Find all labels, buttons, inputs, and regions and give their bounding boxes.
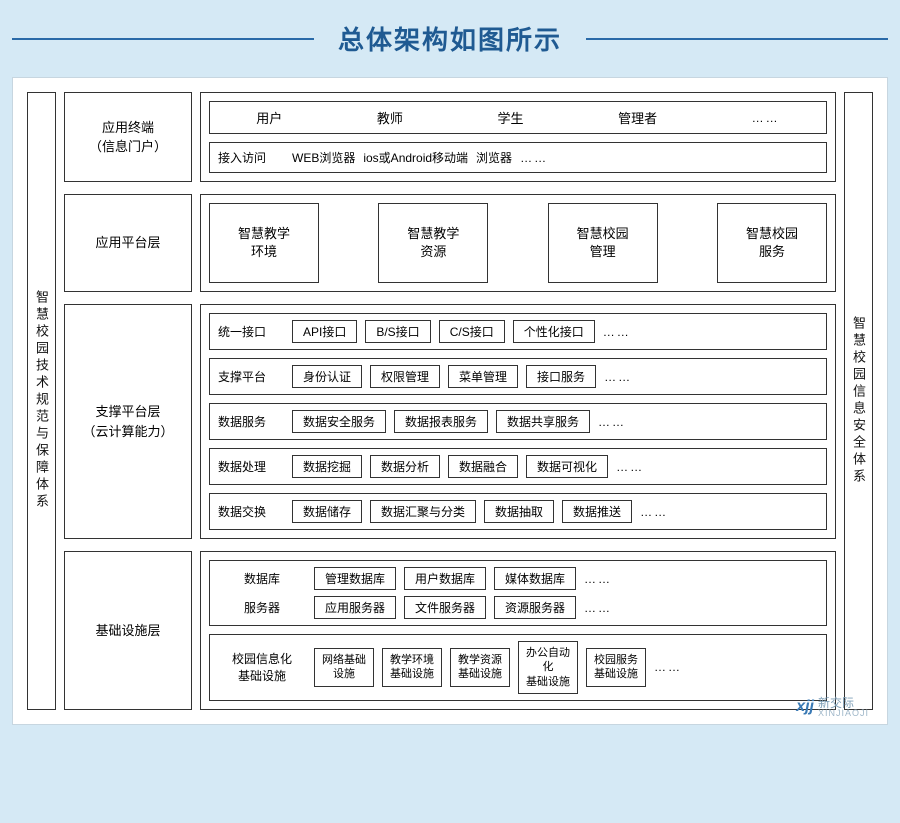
layer-app-platform-label: 应用平台层 bbox=[64, 194, 192, 292]
ellipsis: …… bbox=[598, 415, 626, 429]
infra-chip: 媒体数据库 bbox=[494, 567, 576, 590]
infra-chip: 应用服务器 bbox=[314, 596, 396, 619]
ellipsis: …… bbox=[640, 505, 668, 519]
ellipsis: …… bbox=[654, 660, 682, 674]
support-chip: 数据安全服务 bbox=[292, 410, 386, 433]
support-row-lead: 数据交换 bbox=[218, 503, 284, 520]
access-item: ios或Android移动端 bbox=[363, 149, 468, 166]
app-platform-boxes: 智慧教学 环境 智慧教学 资源 智慧校园 管理 智慧校园 服务 bbox=[209, 203, 827, 283]
ellipsis: …… bbox=[604, 370, 632, 384]
layer-terminal-label: 应用终端 （信息门户） bbox=[64, 92, 192, 182]
support-chip: 菜单管理 bbox=[448, 365, 518, 388]
support-chip: 数据共享服务 bbox=[496, 410, 590, 433]
support-chip: 权限管理 bbox=[370, 365, 440, 388]
mid-column: 应用终端 （信息门户） 用户 教师 学生 管理者 …… 接入访问 WEB浏览器 bbox=[64, 92, 836, 710]
infra-row-lead: 数据库 bbox=[218, 570, 306, 587]
support-chip: 数据分析 bbox=[370, 455, 440, 478]
support-chip: 数据汇聚与分类 bbox=[370, 500, 476, 523]
app-box: 智慧教学 环境 bbox=[209, 203, 319, 283]
access-item: WEB浏览器 bbox=[292, 149, 355, 166]
main-row: 智慧校园技术规范与保障体系 应用终端 （信息门户） 用户 教师 学生 管理者 …… bbox=[27, 92, 873, 710]
support-row: 数据服务数据安全服务数据报表服务数据共享服务 …… bbox=[209, 403, 827, 440]
support-row: 数据处理数据挖掘数据分析数据融合数据可视化 …… bbox=[209, 448, 827, 485]
user-item: 用户 bbox=[256, 108, 282, 127]
support-chip: 接口服务 bbox=[526, 365, 596, 388]
diagram-canvas: 智慧校园技术规范与保障体系 应用终端 （信息门户） 用户 教师 学生 管理者 …… bbox=[12, 77, 888, 725]
access-lead: 接入访问 bbox=[218, 149, 284, 166]
layer-app-platform: 应用平台层 智慧教学 环境 智慧教学 资源 智慧校园 管理 智慧校园 服务 bbox=[64, 194, 836, 292]
access-row: 接入访问 WEB浏览器 ios或Android移动端 浏览器 …… bbox=[209, 142, 827, 173]
support-row-lead: 统一接口 bbox=[218, 323, 284, 340]
app-box: 智慧校园 服务 bbox=[717, 203, 827, 283]
layer-infra-label: 基础设施层 bbox=[64, 551, 192, 710]
support-row-lead: 数据处理 bbox=[218, 458, 284, 475]
ellipsis: …… bbox=[603, 325, 631, 339]
support-row: 数据交换数据储存数据汇聚与分类数据抽取数据推送 …… bbox=[209, 493, 827, 530]
facility-chip: 网络基础 设施 bbox=[314, 648, 374, 687]
page: 总体架构如图所示 智慧校园技术规范与保障体系 应用终端 （信息门户） 用户 教师… bbox=[0, 0, 900, 737]
layer-support-label: 支撑平台层 （云计算能力） bbox=[64, 304, 192, 539]
layer-app-platform-body: 智慧教学 环境 智慧教学 资源 智慧校园 管理 智慧校园 服务 bbox=[200, 194, 836, 292]
support-row: 统一接口 API接口 B/S接口 C/S接口个性化接口 …… bbox=[209, 313, 827, 350]
support-chip: 数据可视化 bbox=[526, 455, 608, 478]
user-item: 学生 bbox=[497, 108, 523, 127]
user-item: 管理者 bbox=[618, 108, 657, 127]
support-chip: 数据挖掘 bbox=[292, 455, 362, 478]
ellipsis: …… bbox=[584, 572, 612, 586]
facility-chip: 教学环境 基础设施 bbox=[382, 648, 442, 687]
layer-infra: 基础设施层 数据库管理数据库用户数据库媒体数据库……服务器应用服务器文件服务器资… bbox=[64, 551, 836, 710]
layer-infra-body: 数据库管理数据库用户数据库媒体数据库 …… 服务器应用服务器文件服务器资源服务器 ……… bbox=[200, 551, 836, 710]
user-item: 教师 bbox=[377, 108, 403, 127]
ellipsis: …… bbox=[752, 111, 780, 125]
support-row-lead: 支撑平台 bbox=[218, 368, 284, 385]
infra-chip: 资源服务器 bbox=[494, 596, 576, 619]
support-chip: 数据抽取 bbox=[484, 500, 554, 523]
ellipsis: …… bbox=[616, 460, 644, 474]
infra-chip: 文件服务器 bbox=[404, 596, 486, 619]
support-chip: 数据融合 bbox=[448, 455, 518, 478]
support-row-lead: 数据服务 bbox=[218, 413, 284, 430]
support-chip: B/S接口 bbox=[365, 320, 430, 343]
title-bar: 总体架构如图所示 bbox=[12, 20, 888, 57]
title-rule-left bbox=[12, 38, 314, 40]
support-chip: C/S接口 bbox=[439, 320, 505, 343]
support-chip: 数据储存 bbox=[292, 500, 362, 523]
support-chip: 数据推送 bbox=[562, 500, 632, 523]
layer-terminal: 应用终端 （信息门户） 用户 教师 学生 管理者 …… 接入访问 WEB浏览器 bbox=[64, 92, 836, 182]
left-pillar: 智慧校园技术规范与保障体系 bbox=[27, 92, 56, 710]
support-chip: 身份认证 bbox=[292, 365, 362, 388]
watermark: xjj 新交际 XINJIAOJI bbox=[796, 697, 869, 718]
support-chip: 个性化接口 bbox=[513, 320, 595, 343]
infra-row: 数据库管理数据库用户数据库媒体数据库 …… bbox=[218, 567, 818, 590]
app-box: 智慧教学 资源 bbox=[378, 203, 488, 283]
support-row: 支撑平台身份认证权限管理菜单管理接口服务 …… bbox=[209, 358, 827, 395]
facility-chip: 教学资源 基础设施 bbox=[450, 648, 510, 687]
facilities-row: 校园信息化 基础设施网络基础 设施教学环境 基础设施教学资源 基础设施办公自动化… bbox=[218, 641, 818, 694]
app-box: 智慧校园 管理 bbox=[548, 203, 658, 283]
title-text: 总体架构如图所示 bbox=[338, 20, 562, 57]
watermark-logo: xjj bbox=[796, 698, 814, 716]
user-row: 用户 教师 学生 管理者 …… bbox=[209, 101, 827, 134]
support-chip: API接口 bbox=[292, 320, 357, 343]
infra-row: 服务器应用服务器文件服务器资源服务器 …… bbox=[218, 596, 818, 619]
right-pillar: 智慧校园信息安全体系 bbox=[844, 92, 873, 710]
support-chip: 数据报表服务 bbox=[394, 410, 488, 433]
layer-terminal-body: 用户 教师 学生 管理者 …… 接入访问 WEB浏览器 ios或Android移… bbox=[200, 92, 836, 182]
facility-chip: 校园服务 基础设施 bbox=[586, 648, 646, 687]
facilities-lead: 校园信息化 基础设施 bbox=[218, 650, 306, 684]
title-rule-right bbox=[586, 38, 888, 40]
layer-support-body: 统一接口API接口B/S接口C/S接口个性化接口……支撑平台身份认证权限管理菜单… bbox=[200, 304, 836, 539]
infra-facilities-panel: 校园信息化 基础设施网络基础 设施教学环境 基础设施教学资源 基础设施办公自动化… bbox=[209, 634, 827, 701]
ellipsis: …… bbox=[520, 151, 548, 165]
watermark-sub: XINJIAOJI bbox=[818, 709, 869, 718]
facility-chip: 办公自动化 基础设施 bbox=[518, 641, 578, 694]
ellipsis: …… bbox=[584, 601, 612, 615]
infra-row-lead: 服务器 bbox=[218, 599, 306, 616]
infra-db-server-panel: 数据库管理数据库用户数据库媒体数据库 …… 服务器应用服务器文件服务器资源服务器 …… bbox=[209, 560, 827, 626]
access-item: 浏览器 bbox=[476, 149, 512, 166]
infra-chip: 管理数据库 bbox=[314, 567, 396, 590]
infra-chip: 用户数据库 bbox=[404, 567, 486, 590]
layer-support: 支撑平台层 （云计算能力） 统一接口 API接口 B/S接口 C/S接口个性化接口 ……… bbox=[64, 304, 836, 539]
